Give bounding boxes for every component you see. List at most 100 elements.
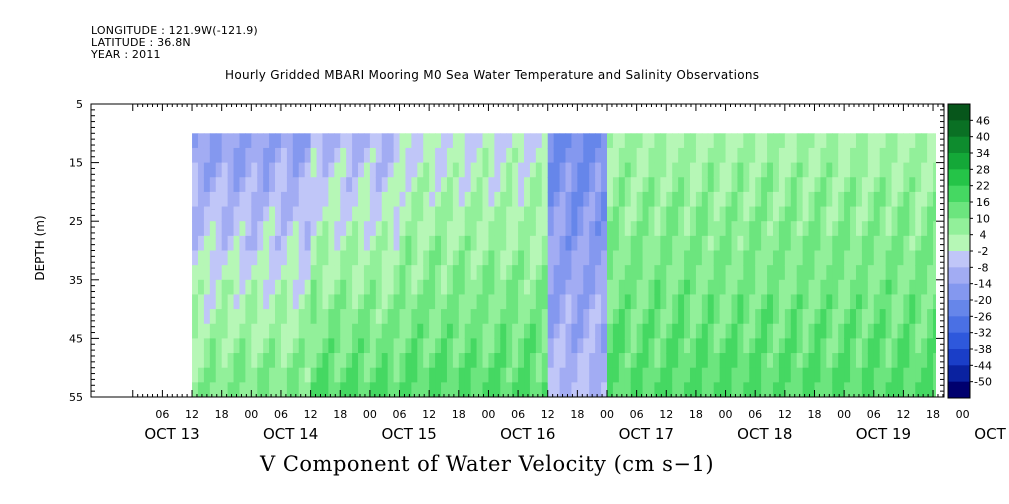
heatmap-cell — [512, 206, 519, 222]
heatmap-cell — [571, 162, 578, 178]
heatmap-cell — [251, 367, 258, 383]
heatmap-cell — [286, 265, 294, 281]
heatmap-cell — [512, 353, 519, 369]
heatmap-cell — [802, 133, 810, 149]
heatmap-cell — [814, 382, 822, 397]
heatmap-cell — [838, 191, 845, 208]
heatmap-cell — [666, 177, 673, 193]
heatmap-cell — [607, 279, 614, 296]
heatmap-cell — [559, 353, 567, 369]
heatmap-cell — [346, 294, 353, 310]
heatmap-cell — [494, 221, 501, 237]
heatmap-cell — [393, 191, 401, 208]
heatmap-cell — [292, 367, 300, 383]
heatmap-cell — [553, 353, 561, 369]
heatmap-cell — [215, 382, 223, 397]
heatmap-cell — [648, 309, 656, 325]
heatmap-cell — [844, 147, 851, 164]
heatmap-cell — [316, 133, 324, 149]
heatmap-cell — [553, 206, 561, 222]
heatmap-cell — [292, 147, 300, 164]
heatmap-cell — [933, 235, 936, 252]
heatmap-cell — [559, 206, 567, 222]
heatmap-cell — [867, 338, 875, 354]
heatmap-cell — [595, 353, 602, 369]
heatmap-cell — [684, 294, 691, 310]
heatmap-cell — [820, 338, 827, 354]
heatmap-cell — [375, 235, 383, 252]
heatmap-cell — [772, 338, 780, 354]
heatmap-cell — [239, 206, 246, 222]
heatmap-cell — [998, 382, 1005, 397]
heatmap-cell — [239, 353, 246, 369]
heatmap-cell — [482, 367, 490, 383]
heatmap-cell — [470, 279, 478, 296]
heatmap-cell — [203, 279, 211, 296]
heatmap-cell — [494, 250, 501, 266]
heatmap-cell — [933, 309, 936, 325]
heatmap-cell — [524, 323, 531, 339]
heatmap-cell — [233, 294, 241, 310]
heatmap-cell — [559, 367, 567, 383]
heatmap-cell — [280, 206, 288, 222]
heatmap-cell — [192, 235, 199, 252]
heatmap-cell — [435, 265, 442, 281]
heatmap-cell — [1004, 251, 1009, 266]
heatmap-cell — [209, 162, 217, 178]
heatmap-cell — [245, 221, 252, 237]
heatmap-cell — [832, 206, 839, 222]
heatmap-cell — [464, 147, 472, 164]
heatmap-cell — [725, 235, 733, 252]
heatmap-cell — [933, 191, 936, 208]
heatmap-cell — [767, 323, 774, 339]
x-hour-label: 06 — [393, 408, 407, 421]
heatmap-cell — [731, 147, 739, 164]
heatmap-cell — [909, 338, 916, 354]
heatmap-cell — [826, 235, 833, 252]
heatmap-cell — [328, 235, 335, 252]
heatmap-cell — [369, 147, 377, 164]
heatmap-cell — [820, 294, 827, 310]
heatmap-cell — [915, 294, 922, 310]
heatmap-cell — [429, 382, 436, 397]
x-hour-label: 00 — [837, 408, 851, 421]
heatmap-cell — [689, 279, 697, 296]
heatmap-cell — [897, 353, 904, 369]
heatmap-cell — [796, 162, 804, 178]
heatmap-cell — [761, 309, 768, 325]
heatmap-cell — [790, 147, 798, 164]
heatmap-cell — [387, 235, 395, 252]
heatmap-cell — [624, 221, 632, 237]
heatmap-cell — [618, 294, 626, 310]
heatmap-cell — [689, 191, 697, 208]
heatmap-cell — [488, 162, 495, 178]
heatmap-cell — [737, 177, 744, 193]
heatmap-cell — [221, 221, 229, 237]
heatmap-cell — [808, 133, 816, 149]
heatmap-cell — [316, 162, 324, 178]
heatmap-cell — [630, 309, 638, 325]
heatmap-cell — [808, 191, 816, 208]
heatmap-cell — [749, 191, 756, 208]
heatmap-cell — [352, 265, 359, 281]
heatmap-cell — [524, 133, 531, 149]
heatmap-cell — [263, 367, 270, 383]
colorbar-label: -32 — [974, 327, 992, 340]
heatmap-cell — [577, 177, 584, 193]
heatmap-cell — [547, 265, 555, 281]
heatmap-cell — [713, 294, 721, 310]
heatmap-cell — [689, 309, 697, 325]
heatmap-cell — [879, 206, 887, 222]
heatmap-cell — [197, 133, 205, 149]
heatmap-cell — [737, 250, 744, 266]
heatmap-cell — [233, 162, 241, 178]
heatmap-cell — [286, 191, 294, 208]
heatmap-cell — [879, 323, 887, 339]
heatmap-cell — [304, 353, 312, 369]
heatmap-cell — [695, 235, 703, 252]
heatmap-cell — [482, 177, 490, 193]
heatmap-cell — [399, 323, 407, 339]
heatmap-cell — [909, 191, 916, 208]
heatmap-cell — [1004, 338, 1009, 353]
heatmap-cell — [399, 265, 407, 281]
